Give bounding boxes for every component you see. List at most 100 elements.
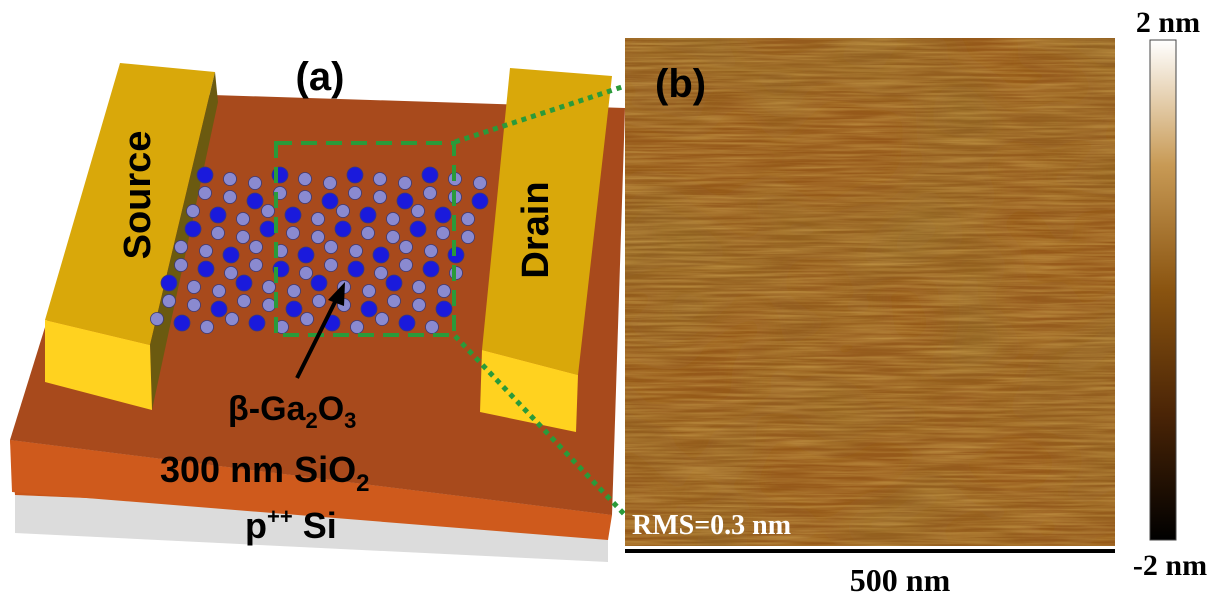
atom: [437, 284, 451, 298]
atom: [348, 186, 362, 200]
rms-label: RMS=0.3 nm: [632, 510, 791, 541]
atom: [386, 212, 400, 226]
device: (a) Source Drain β-Ga2O3 300 nm SiO2 p++…: [10, 55, 627, 562]
atom: [324, 258, 338, 272]
atom: [211, 226, 225, 240]
source-label: Source: [117, 131, 159, 260]
atom: [150, 312, 164, 326]
atom: [236, 212, 250, 226]
atom: [375, 312, 389, 326]
atom: [298, 190, 312, 204]
colorbar-min: -2 nm: [1133, 549, 1207, 582]
atom: [300, 312, 314, 326]
text: β-Ga: [228, 390, 307, 428]
atom: [372, 246, 390, 264]
atom: [461, 212, 475, 226]
source-top: [45, 63, 215, 345]
atom: [409, 220, 427, 238]
substrate-front: [15, 495, 608, 562]
atom: [285, 300, 303, 318]
atom: [200, 320, 214, 334]
atom: [299, 266, 313, 280]
atom: [248, 176, 262, 190]
atom: [174, 240, 188, 254]
channel-label: β-Ga2O3: [228, 390, 356, 433]
atom: [259, 220, 277, 238]
atom: [224, 266, 238, 280]
substrate-label: p++ Si: [245, 504, 337, 546]
atom: [312, 294, 326, 308]
atom: [336, 204, 350, 218]
atom: [373, 190, 387, 204]
atom: [360, 300, 378, 318]
atom: [350, 320, 364, 334]
text: O: [318, 390, 344, 428]
zoom-line: [453, 334, 627, 517]
atom: [222, 246, 240, 264]
atom: [361, 226, 375, 240]
colorbar-max: 2 nm: [1136, 6, 1200, 39]
panel-label: (b): [655, 62, 706, 106]
atom: [362, 284, 376, 298]
atom: [187, 280, 201, 294]
drain-front: [480, 350, 578, 432]
atom: [473, 176, 487, 190]
atom: [160, 274, 178, 292]
oxide-label: 300 nm SiO2: [160, 449, 369, 497]
atom: [196, 166, 214, 184]
atom: [435, 300, 453, 318]
panel-label: (a): [296, 55, 345, 99]
atom: [323, 176, 337, 190]
crystal: [150, 166, 489, 334]
atom: [223, 172, 237, 186]
atom: [249, 240, 263, 254]
superscript: ++: [267, 504, 293, 529]
atom: [248, 314, 266, 332]
subscript: 3: [344, 408, 356, 433]
atom: [412, 280, 426, 294]
atom: [262, 298, 276, 312]
atom: [387, 294, 401, 308]
atom: [359, 206, 377, 224]
atom: [186, 204, 200, 218]
subscript: 2: [305, 408, 317, 433]
atom: [374, 266, 388, 280]
text: p: [245, 505, 267, 546]
atom: [223, 190, 237, 204]
atom: [461, 230, 475, 244]
atom: [287, 284, 301, 298]
atom: [385, 274, 403, 292]
atom: [471, 192, 489, 210]
atom: [334, 220, 352, 238]
atom: [249, 258, 263, 272]
source-front: [45, 320, 152, 410]
atom: [210, 300, 228, 318]
afm: (b) RMS=0.3 nm 500 nm 2 nm -2 nm: [625, 6, 1207, 598]
text: Si: [293, 505, 337, 546]
atom: [324, 240, 338, 254]
atom: [297, 246, 315, 264]
atom: [412, 298, 426, 312]
colorbar: [1149, 39, 1177, 541]
drain-label: Drain: [515, 181, 557, 278]
atom: [311, 230, 325, 244]
atom: [434, 206, 452, 224]
atom: [396, 192, 414, 210]
atom: [174, 258, 188, 272]
atom: [398, 176, 412, 190]
atom: [346, 166, 364, 184]
atom: [349, 244, 363, 258]
atom: [261, 204, 275, 218]
atom: [236, 230, 250, 244]
drain-top: [482, 68, 612, 375]
zoom-box: [274, 141, 456, 337]
atom: [422, 260, 440, 278]
atom: [284, 206, 302, 224]
atom: [386, 230, 400, 244]
atom: [347, 260, 365, 278]
atom: [411, 204, 425, 218]
oxide-layer: [10, 440, 612, 540]
atom: [209, 206, 227, 224]
subscript: 2: [356, 470, 369, 497]
